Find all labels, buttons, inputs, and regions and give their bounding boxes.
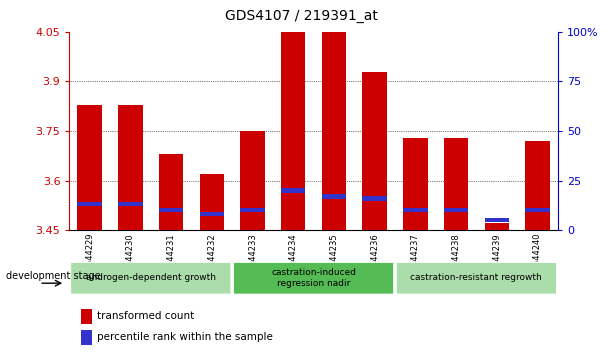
FancyBboxPatch shape <box>396 262 557 294</box>
FancyBboxPatch shape <box>233 262 394 294</box>
Bar <box>200 174 224 230</box>
Bar <box>362 72 387 230</box>
Bar <box>118 202 142 206</box>
Text: androgen-dependent growth: androgen-dependent growth <box>86 273 216 282</box>
Text: percentile rank within the sample: percentile rank within the sample <box>97 332 273 342</box>
Bar <box>321 194 346 199</box>
Bar <box>159 208 183 212</box>
Bar <box>240 208 265 212</box>
Bar <box>118 104 142 230</box>
Bar <box>362 196 387 200</box>
Bar <box>321 32 346 230</box>
Text: castration-induced
regression nadir: castration-induced regression nadir <box>271 268 356 287</box>
Bar <box>525 208 549 212</box>
Text: GDS4107 / 219391_at: GDS4107 / 219391_at <box>225 9 378 23</box>
Text: castration-resistant regrowth: castration-resistant regrowth <box>411 273 542 282</box>
Bar <box>403 208 428 212</box>
Bar <box>484 223 509 230</box>
Bar <box>525 141 549 230</box>
Bar <box>77 202 102 206</box>
Bar <box>444 208 468 212</box>
Bar <box>81 330 92 345</box>
FancyBboxPatch shape <box>71 262 231 294</box>
Bar <box>77 104 102 230</box>
Bar <box>281 188 305 193</box>
Text: development stage: development stage <box>6 271 101 281</box>
Bar <box>200 212 224 216</box>
Bar <box>484 218 509 222</box>
Bar <box>81 309 92 324</box>
Text: transformed count: transformed count <box>97 311 194 321</box>
Bar <box>240 131 265 230</box>
Bar <box>159 154 183 230</box>
Bar <box>403 138 428 230</box>
Bar <box>444 138 468 230</box>
Bar <box>281 32 305 230</box>
